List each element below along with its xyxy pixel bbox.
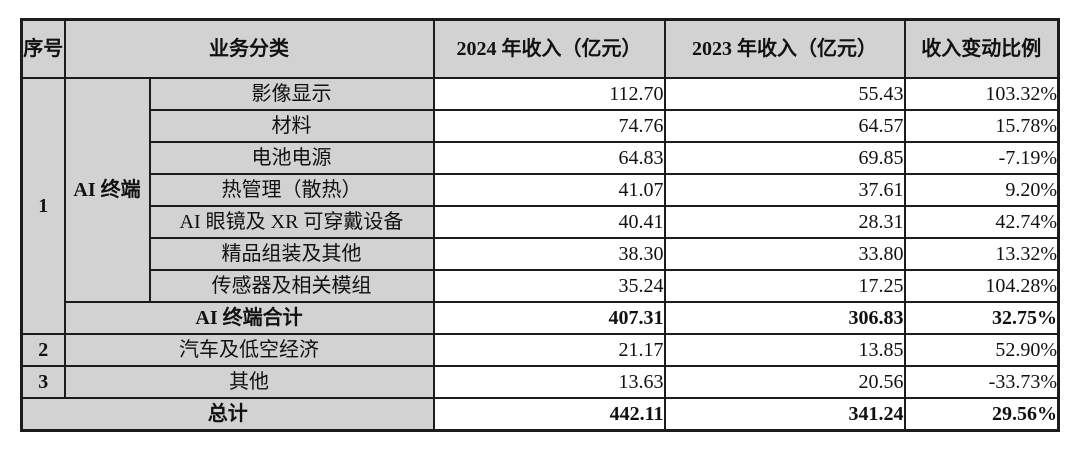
change-cell: 104.28% (903, 269, 1060, 303)
rev2023-cell: 341.24 (663, 397, 906, 431)
change-cell: 13.32% (903, 237, 1060, 271)
rev2024-cell: 35.24 (432, 269, 666, 303)
rev2023-cell: 28.31 (663, 205, 906, 239)
table-row: 热管理（散热） 41.07 37.61 9.20% (22, 173, 1060, 207)
category-cell: 精品组装及其他 (148, 237, 435, 271)
table-row: AI 眼镜及 XR 可穿戴设备 40.41 28.31 42.74% (22, 205, 1060, 239)
group1-no-cell: 1 (20, 77, 66, 335)
change-cell: 42.74% (903, 205, 1060, 239)
rev2024-cell: 407.31 (432, 301, 666, 335)
rev2023-cell: 306.83 (663, 301, 906, 335)
category-cell: 电池电源 (148, 141, 435, 175)
rev2023-cell: 37.61 (663, 173, 906, 207)
change-cell: 29.56% (903, 397, 1060, 431)
rev2024-cell: 64.83 (432, 141, 666, 175)
category-cell: 影像显示 (148, 77, 435, 111)
change-cell: 52.90% (903, 333, 1060, 367)
header-no: 序号 (20, 18, 66, 79)
rev2023-cell: 20.56 (663, 365, 906, 399)
subtotal-label-cell: AI 终端合计 (63, 301, 435, 335)
header-row: 序号 业务分类 2024 年收入（亿元） 2023 年收入（亿元） 收入变动比例 (20, 18, 1060, 79)
row-no-cell: 2 (20, 333, 66, 367)
group1-label-cell: AI 终端 (63, 77, 151, 303)
rev2023-cell: 64.57 (663, 109, 906, 143)
category-cell: 热管理（散热） (148, 173, 435, 207)
table-row: 2 汽车及低空经济 21.17 13.85 52.90% (20, 333, 1060, 367)
table-row: 精品组装及其他 38.30 33.80 13.32% (22, 237, 1060, 271)
rev2024-cell: 74.76 (432, 109, 666, 143)
category-cell: 材料 (148, 109, 435, 143)
revenue-table: 序号 业务分类 2024 年收入（亿元） 2023 年收入（亿元） 收入变动比例… (20, 18, 1060, 432)
category-cell: 汽车及低空经济 (63, 333, 435, 367)
rev2024-cell: 41.07 (432, 173, 666, 207)
header-rev2024: 2024 年收入（亿元） (432, 18, 666, 79)
table-row: 传感器及相关模组 35.24 17.25 104.28% (22, 269, 1060, 303)
change-cell: 15.78% (903, 109, 1060, 143)
category-cell: AI 眼镜及 XR 可穿戴设备 (148, 205, 435, 239)
rev2024-cell: 38.30 (432, 237, 666, 271)
table-row: 材料 74.76 64.57 15.78% (22, 109, 1060, 143)
subtotal-row: AI 终端合计 407.31 306.83 32.75% (22, 301, 1060, 335)
rev2024-cell: 21.17 (432, 333, 666, 367)
category-cell: 传感器及相关模组 (148, 269, 435, 303)
total-row: 总计 442.11 341.24 29.56% (20, 397, 1060, 431)
rev2023-cell: 13.85 (663, 333, 906, 367)
table-row: 3 其他 13.63 20.56 -33.73% (20, 365, 1060, 399)
category-cell: 其他 (63, 365, 435, 399)
table-row: 电池电源 64.83 69.85 -7.19% (22, 141, 1060, 175)
rev2023-cell: 55.43 (663, 77, 906, 111)
rev2024-cell: 13.63 (432, 365, 666, 399)
change-cell: 9.20% (903, 173, 1060, 207)
change-cell: 103.32% (903, 77, 1060, 111)
rev2023-cell: 69.85 (663, 141, 906, 175)
change-cell: -33.73% (903, 365, 1060, 399)
rev2023-cell: 33.80 (663, 237, 906, 271)
header-category: 业务分类 (63, 18, 435, 79)
total-label-cell: 总计 (20, 397, 435, 431)
table-row: 1 AI 终端 影像显示 112.70 55.43 103.32% (20, 77, 1060, 335)
rev2024-cell: 112.70 (432, 77, 666, 111)
rev2024-cell: 442.11 (432, 397, 666, 431)
header-change: 收入变动比例 (903, 18, 1060, 79)
rev2023-cell: 17.25 (663, 269, 906, 303)
change-cell: -7.19% (903, 141, 1060, 175)
change-cell: 32.75% (903, 301, 1060, 335)
header-rev2023: 2023 年收入（亿元） (663, 18, 906, 79)
row-no-cell: 3 (20, 365, 66, 399)
rev2024-cell: 40.41 (432, 205, 666, 239)
